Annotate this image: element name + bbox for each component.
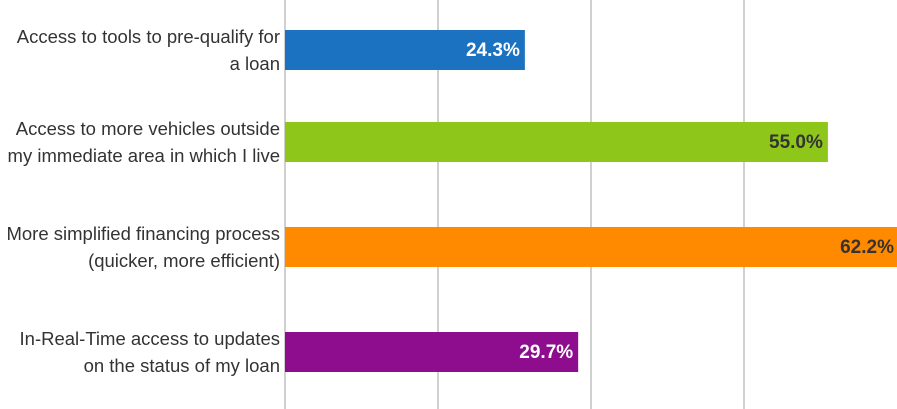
bar [285, 30, 525, 70]
value-label: 62.2% [840, 237, 894, 258]
category-label: Access to more vehicles outside my immed… [7, 118, 280, 166]
bar [285, 332, 579, 372]
category-label: More simplified financing process (quick… [6, 223, 280, 271]
category-label: Access to tools to pre-qualify for a loa… [16, 26, 280, 74]
bar [285, 227, 897, 267]
bar [285, 122, 828, 162]
value-label: 55.0% [769, 132, 823, 153]
value-label: 29.7% [519, 342, 573, 363]
value-label: 24.3% [466, 40, 520, 61]
category-label: In-Real-Time access to updates on the st… [19, 328, 280, 376]
